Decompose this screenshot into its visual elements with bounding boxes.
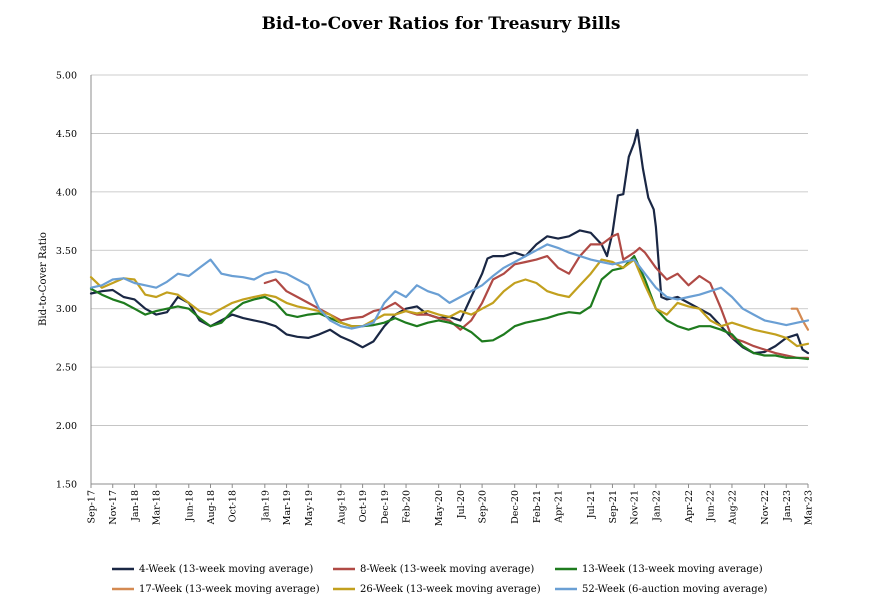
x-tick-label: Jul-20 [456, 490, 467, 519]
y-tick-label: 4.00 [56, 187, 77, 198]
legend-entry: 26-Week (13-week moving average) [360, 584, 541, 595]
x-tick-label: Aug-19 [336, 490, 347, 525]
x-tick-label: Dec-19 [380, 490, 391, 524]
y-tick-label: 1.50 [56, 480, 77, 491]
x-tick-labels: Sep-17 Nov-17 Jan-18 Mar-18 Jun-18 Aug-18 Oct-… [87, 484, 815, 526]
x-tick-label: May-20 [434, 490, 445, 526]
x-tick-label: Dec-20 [510, 490, 521, 524]
legend-entry: 8-Week (13-week moving average) [360, 564, 534, 575]
x-tick-label: Nov-21 [630, 490, 641, 525]
x-tick-label: Mar-18 [152, 490, 163, 525]
y-axis-label: Bid-to-Cover Ratio [38, 232, 49, 326]
y-tick-labels: 1.50 2.00 2.50 3.00 3.50 4.00 4.50 5.00 [56, 71, 77, 491]
x-tick-label: Feb-21 [532, 490, 543, 523]
series-line-3 [89, 255, 810, 361]
x-tick-label: May-19 [304, 490, 315, 526]
x-tick-label: Sep-21 [608, 490, 619, 524]
x-tick-label: Jan-19 [260, 490, 271, 522]
x-tick-label: Apr-21 [554, 490, 565, 524]
x-tick-label: Sep-17 [87, 490, 98, 524]
axes [90, 75, 808, 485]
x-tick-label: Jun-18 [184, 490, 195, 522]
x-tick-label: Jun-22 [706, 490, 717, 522]
legend-entry: 17-Week (13-week moving average) [139, 584, 320, 595]
chart-title: Bid-to-Cover Ratios for Treasury Bills [262, 14, 621, 34]
x-tick-label: Apr-22 [684, 490, 695, 524]
x-tick-label: Nov-17 [108, 490, 119, 525]
series-line-2 [263, 232, 810, 359]
x-tick-label: Oct-18 [228, 490, 239, 522]
y-tick-label: 5.00 [56, 71, 77, 82]
legend-entry: 13-Week (13-week moving average) [582, 564, 763, 575]
x-tick-label: Mar-19 [282, 490, 293, 525]
x-tick-label: Jan-23 [782, 490, 793, 522]
y-tick-label: 2.50 [56, 363, 77, 374]
x-tick-label: Aug-18 [206, 490, 217, 525]
x-tick-label: Nov-22 [760, 490, 771, 525]
series-line-4 [790, 307, 810, 331]
y-tick-label: 2.00 [56, 421, 77, 432]
x-tick-label: Jan-22 [651, 490, 662, 522]
legend-entry: 4-Week (13-week moving average) [139, 564, 313, 575]
x-tick-label: Mar-23 [804, 490, 815, 525]
x-tick-label: Jul-21 [586, 490, 597, 519]
gridlines [91, 74, 808, 426]
x-tick-label: Jan-18 [130, 490, 141, 522]
y-tick-label: 3.00 [56, 304, 77, 315]
x-tick-label: Aug-22 [727, 490, 738, 525]
series-line-6 [89, 243, 810, 330]
legend: 4-Week (13-week moving average) 8-Week (1… [112, 564, 768, 595]
legend-entry: 52-Week (6-auction moving average) [582, 584, 768, 595]
series-lines [89, 128, 810, 361]
series-line-5 [89, 258, 810, 348]
x-tick-label: Oct-19 [358, 490, 369, 522]
y-tick-label: 4.50 [56, 129, 77, 140]
y-tick-label: 3.50 [56, 246, 77, 257]
x-tick-label: Feb-20 [402, 490, 413, 523]
x-tick-label: Sep-20 [478, 490, 489, 524]
